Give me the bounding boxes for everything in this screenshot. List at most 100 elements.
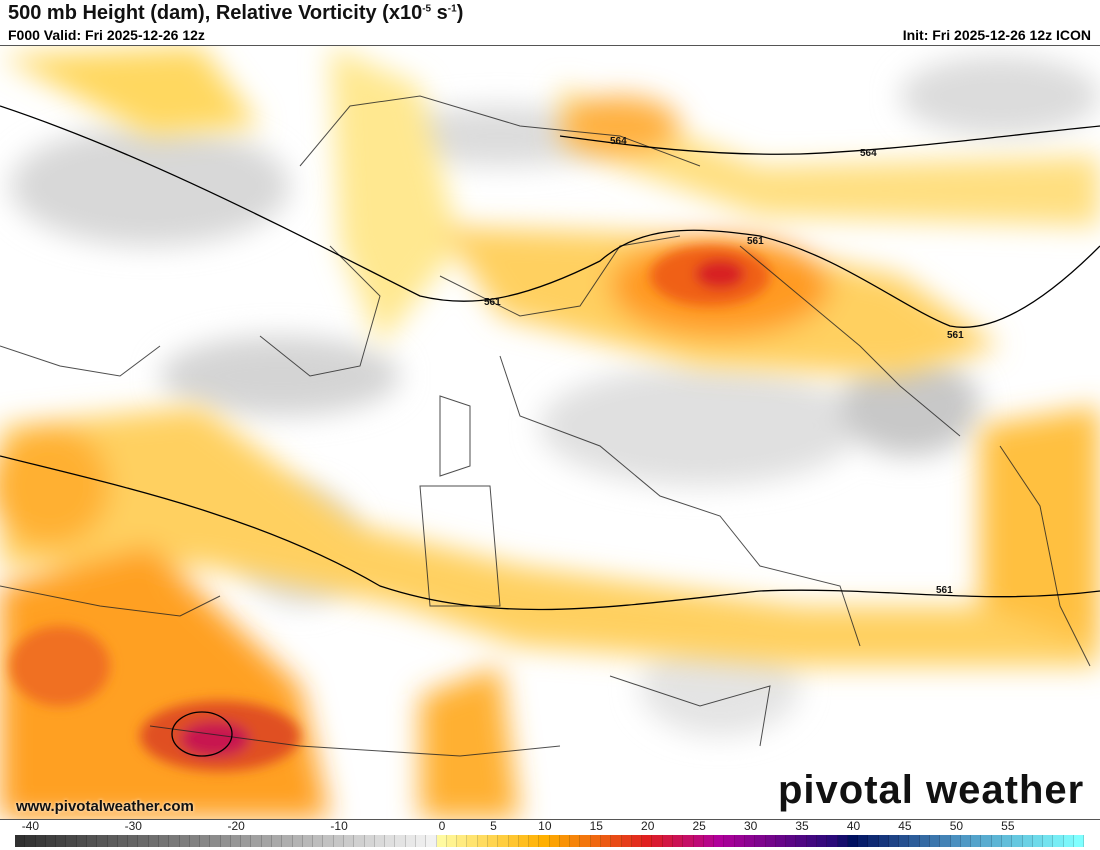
colorbar-cell — [724, 835, 735, 847]
colorbar-cell — [1073, 835, 1085, 847]
colorbar-cell — [1063, 835, 1074, 847]
colorbar-cell — [467, 835, 478, 847]
colorbar-cell — [15, 835, 26, 847]
weather-map[interactable]: 564 564 561 561 561 561 — [0, 45, 1100, 820]
height-contours — [0, 105, 1100, 757]
colorbar-cell — [45, 835, 57, 847]
colorbar-cell — [292, 835, 303, 847]
colorbar-cell — [714, 835, 725, 847]
valid-time: F000 Valid: Fri 2025-12-26 12z — [8, 27, 205, 43]
colorbar-cell — [847, 835, 859, 847]
colorbar-ticks: -40 -30 -20 -10 0 5 10 15 20 25 30 35 40 45 50 55 — [0, 819, 1100, 833]
colorbar-cell — [189, 835, 201, 847]
colorbar-cell — [220, 835, 231, 847]
colorbar-tick-label: -40 — [21, 819, 40, 833]
svg-text:561: 561 — [936, 585, 953, 596]
colorbar-cell — [662, 835, 673, 847]
vorticity-max — [10, 246, 770, 771]
colorbar-cell — [200, 835, 211, 847]
colorbar-cell — [559, 835, 571, 847]
colorbar-cell — [66, 835, 77, 847]
svg-text:561: 561 — [747, 236, 764, 247]
colorbar-cell — [529, 835, 540, 847]
colorbar-cell — [169, 835, 180, 847]
colorbar-cell — [364, 835, 375, 847]
borders-coastlines — [0, 95, 1091, 757]
colorbar-cell — [86, 835, 98, 847]
colorbar-tick-label: 50 — [949, 819, 964, 833]
colorbar-tick-label: 25 — [692, 819, 706, 833]
colorbar-cell — [241, 835, 252, 847]
colorbar-cell — [477, 835, 488, 847]
colorbar-cell — [128, 835, 139, 847]
colorbar-cell — [1043, 835, 1054, 847]
colorbar-cell — [415, 835, 427, 847]
colorbar-tick-label: 15 — [589, 819, 603, 833]
svg-text:564: 564 — [610, 136, 627, 147]
colorbar-cell — [385, 835, 396, 847]
colorbar-cell — [158, 835, 170, 847]
colorbar-cell — [230, 835, 242, 847]
colorbar-tick-label: -30 — [124, 819, 142, 833]
colorbar-cell — [539, 835, 550, 847]
colorbar-cell — [1053, 835, 1064, 847]
colorbar-cell — [498, 835, 509, 847]
colorbar-cell — [344, 835, 355, 847]
colorbar-cell — [179, 835, 190, 847]
colorbar-cell — [981, 835, 992, 847]
colorbar-cell — [878, 835, 889, 847]
colorbar-cell — [374, 835, 386, 847]
colorbar-cell — [261, 835, 273, 847]
colorbar-cell — [549, 835, 560, 847]
colorbar-cell — [302, 835, 314, 847]
colorbar-cell — [806, 835, 817, 847]
colorbar-cell — [960, 835, 972, 847]
colorbar-cell — [940, 835, 951, 847]
colorbar-cell — [909, 835, 920, 847]
colorbar-cell — [652, 835, 663, 847]
colorbar-cell — [1032, 835, 1044, 847]
map-title: 500 mb Height (dam), Relative Vorticity … — [8, 2, 464, 24]
colorbar-cell — [282, 835, 293, 847]
colorbar-tick-label: -10 — [330, 819, 348, 833]
colorbar-cell — [827, 835, 838, 847]
colorbar-cell — [508, 835, 519, 847]
colorbar-cell — [56, 835, 67, 847]
colorbar-cell — [930, 835, 941, 847]
colorbar-cell — [446, 835, 458, 847]
vorticity-field: 564 564 561 561 561 561 — [0, 46, 1100, 819]
colorbar-cell — [919, 835, 931, 847]
colorbar-cell — [25, 835, 36, 847]
colorbar-cell — [97, 835, 108, 847]
init-time: Init: Fri 2025-12-26 12z ICON — [902, 27, 1091, 43]
colorbar-cell — [395, 835, 406, 847]
colorbar-tick-label: 55 — [1001, 819, 1015, 833]
colorbar-tick-label: 10 — [538, 819, 552, 833]
colorbar-tick-label: 20 — [641, 819, 655, 833]
colorbar-cell — [734, 835, 745, 847]
colorbar-cell — [786, 835, 797, 847]
colorbar-cell — [1002, 835, 1013, 847]
contour-labels: 564 564 561 561 561 561 — [484, 136, 964, 596]
colorbar-cell — [1022, 835, 1033, 847]
colorbar-tick-label: 0 — [438, 819, 446, 833]
colorbar-cell — [210, 835, 221, 847]
colorbar-cell — [683, 835, 694, 847]
colorbar-cell — [35, 835, 46, 847]
colorbar-tick-label: 30 — [743, 819, 758, 833]
colorbar-cell — [642, 835, 653, 847]
colorbar-cell — [570, 835, 581, 847]
colorbar-cell — [868, 835, 879, 847]
colorbar-cell — [272, 835, 283, 847]
colorbar-cell — [703, 835, 715, 847]
colorbar-cell — [148, 835, 159, 847]
colorbar-cell — [580, 835, 591, 847]
colorbar-cell — [323, 835, 334, 847]
colorbar-cell — [518, 835, 530, 847]
colorbar-tick-label: 35 — [795, 819, 809, 833]
colorbar-tick-label: 5 — [490, 819, 497, 833]
colorbar-cell — [138, 835, 149, 847]
colorbar-cell — [590, 835, 602, 847]
colorbar-cell — [888, 835, 900, 847]
colorbar-cell — [775, 835, 787, 847]
